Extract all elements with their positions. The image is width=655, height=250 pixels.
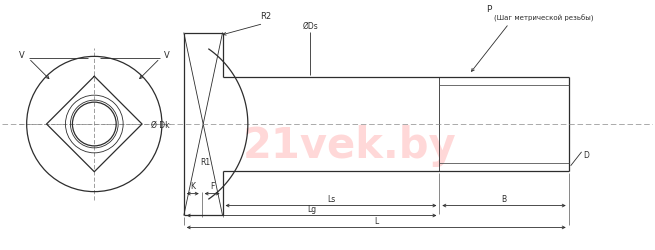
Text: Ø Dk: Ø Dk <box>151 120 170 129</box>
Text: F: F <box>210 182 214 190</box>
Text: ØDs: ØDs <box>302 22 318 31</box>
Text: B: B <box>502 194 506 203</box>
Text: D: D <box>584 151 590 160</box>
Text: (Шаг метрической резьбы): (Шаг метрической резьбы) <box>494 15 593 22</box>
Text: R2: R2 <box>260 12 271 21</box>
Text: L: L <box>374 216 379 225</box>
Text: V: V <box>164 51 170 60</box>
Text: Ls: Ls <box>327 194 335 203</box>
Text: K: K <box>190 182 195 190</box>
Text: 21vek.by: 21vek.by <box>243 124 457 166</box>
Text: R1: R1 <box>200 158 211 167</box>
Text: V: V <box>19 51 25 60</box>
Text: Lg: Lg <box>307 204 316 213</box>
Text: P: P <box>487 5 492 14</box>
